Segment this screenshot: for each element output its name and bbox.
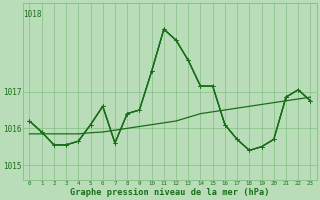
Text: 1018: 1018 bbox=[23, 10, 42, 19]
X-axis label: Graphe pression niveau de la mer (hPa): Graphe pression niveau de la mer (hPa) bbox=[70, 188, 270, 197]
